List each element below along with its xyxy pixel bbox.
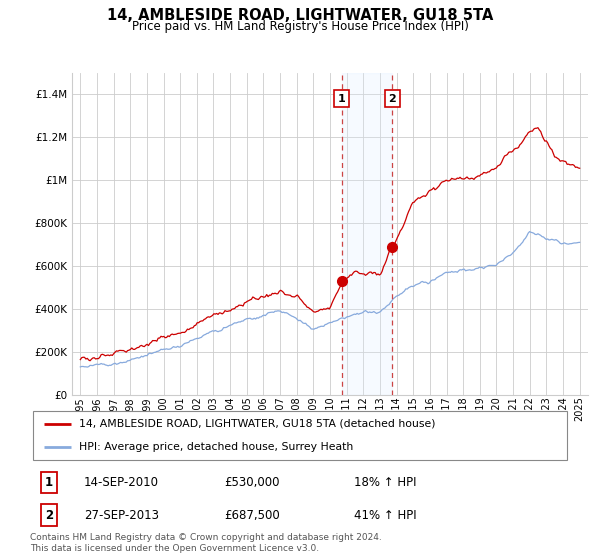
Text: Contains HM Land Registry data © Crown copyright and database right 2024.
This d: Contains HM Land Registry data © Crown c…	[30, 533, 382, 553]
Text: 2: 2	[389, 94, 396, 104]
Text: £687,500: £687,500	[224, 508, 280, 521]
Text: 1: 1	[338, 94, 346, 104]
Text: Price paid vs. HM Land Registry's House Price Index (HPI): Price paid vs. HM Land Registry's House …	[131, 20, 469, 32]
Text: 1: 1	[45, 477, 53, 489]
FancyBboxPatch shape	[33, 411, 568, 460]
Text: 14-SEP-2010: 14-SEP-2010	[84, 477, 159, 489]
Text: 18% ↑ HPI: 18% ↑ HPI	[354, 477, 416, 489]
Text: 27-SEP-2013: 27-SEP-2013	[84, 508, 159, 521]
Text: 2: 2	[45, 508, 53, 521]
Text: 14, AMBLESIDE ROAD, LIGHTWATER, GU18 5TA (detached house): 14, AMBLESIDE ROAD, LIGHTWATER, GU18 5TA…	[79, 419, 435, 429]
Text: £530,000: £530,000	[224, 477, 280, 489]
Text: 14, AMBLESIDE ROAD, LIGHTWATER, GU18 5TA: 14, AMBLESIDE ROAD, LIGHTWATER, GU18 5TA	[107, 8, 493, 24]
Bar	[341, 73, 392, 395]
Text: HPI: Average price, detached house, Surrey Heath: HPI: Average price, detached house, Surr…	[79, 442, 353, 452]
Text: 41% ↑ HPI: 41% ↑ HPI	[354, 508, 416, 521]
